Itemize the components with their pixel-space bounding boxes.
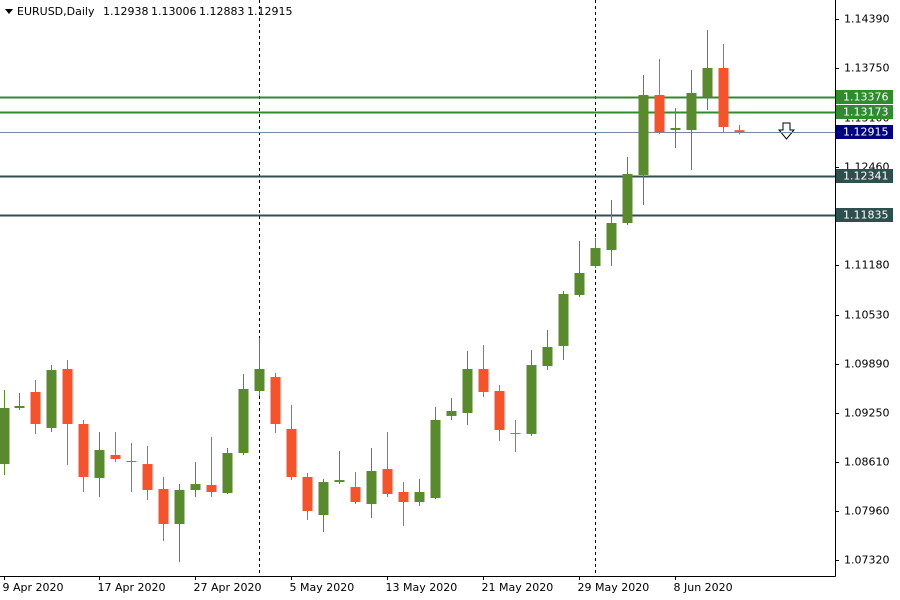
candle-body <box>654 95 665 133</box>
level-label: 1.12341 <box>843 170 889 183</box>
y-tick-label: 1.14390 <box>844 13 890 26</box>
candle-body <box>46 370 57 428</box>
candle-body <box>382 469 393 494</box>
candle-body <box>30 391 41 424</box>
x-tick-label: 27 Apr 2020 <box>194 581 262 594</box>
level-box <box>836 169 893 183</box>
sell-arrow <box>777 122 796 140</box>
level-box <box>836 90 893 104</box>
candle-body <box>254 369 265 391</box>
level-box <box>836 208 893 222</box>
x-tick-label: 8 Jun 2020 <box>674 581 733 594</box>
level-label: 1.13173 <box>843 106 889 119</box>
candle-body <box>78 423 89 477</box>
y-tick-label: 1.07960 <box>844 505 890 518</box>
x-tick-label: 17 Apr 2020 <box>98 581 166 594</box>
candle-body <box>638 95 649 175</box>
last-price-box <box>836 125 893 139</box>
y-tick-label: 1.13750 <box>844 62 890 75</box>
candle-body <box>94 450 105 478</box>
y-tick-label: 1.09890 <box>844 358 890 371</box>
candle-body <box>686 92 697 131</box>
candle-body <box>238 389 249 454</box>
header-close: 1.12915 <box>247 5 293 18</box>
candle-body <box>510 432 521 434</box>
level-label: 1.11835 <box>843 209 889 222</box>
level-box <box>836 105 893 119</box>
level-label: 1.13376 <box>843 91 889 104</box>
candle-body <box>622 173 633 223</box>
y-tick-label: 1.07320 <box>844 554 890 567</box>
candle-body <box>174 490 185 525</box>
candle-body <box>190 484 201 491</box>
header-high: 1.13006 <box>151 5 197 18</box>
candle-body <box>206 485 217 492</box>
x-tick-label: 29 May 2020 <box>578 581 650 594</box>
candle-body <box>286 428 297 477</box>
y-tick-label: 1.09250 <box>844 407 890 420</box>
candle-body <box>0 407 10 465</box>
candle-body <box>318 482 329 516</box>
y-tick-label: 1.08610 <box>844 456 890 469</box>
candle-body <box>142 464 153 491</box>
x-tick-label: 21 May 2020 <box>482 581 554 594</box>
candle-body <box>702 67 713 98</box>
x-tick-label: 5 May 2020 <box>290 581 355 594</box>
candle-body <box>302 476 313 511</box>
y-tick-label: 1.10530 <box>844 309 890 322</box>
candle-body <box>270 377 281 424</box>
x-tick-label: 9 Apr 2020 <box>3 581 64 594</box>
candle-body <box>606 222 617 251</box>
candle-body <box>398 491 409 503</box>
candle-body <box>366 471 377 505</box>
candle-body <box>62 369 73 424</box>
candle-body <box>430 419 441 499</box>
menu-triangle[interactable] <box>5 9 13 14</box>
candle-body <box>126 460 137 463</box>
candle-body <box>158 489 169 525</box>
candle-body <box>542 347 553 367</box>
candle-body <box>670 127 681 131</box>
candle-body <box>350 487 361 503</box>
header-open: 1.12938 <box>103 5 149 18</box>
candle-body <box>478 369 489 392</box>
chart-title: EURUSD,Daily <box>17 5 95 18</box>
y-tick-label: 1.11180 <box>844 259 890 272</box>
candle-body <box>734 130 745 132</box>
candle-body <box>334 480 345 483</box>
x-tick-label: 13 May 2020 <box>386 581 458 594</box>
last-price-label: 1.12915 <box>843 126 889 139</box>
candle-body <box>110 455 121 459</box>
header-low: 1.12883 <box>199 5 245 18</box>
candle-body <box>718 67 729 127</box>
candle-body <box>446 410 457 416</box>
candle-body <box>526 365 537 434</box>
candle-body <box>14 406 25 408</box>
candle-body <box>462 369 473 413</box>
candle-body <box>222 453 233 493</box>
candle-body <box>590 248 601 267</box>
candle-body <box>574 272 585 295</box>
candle-body <box>494 390 505 430</box>
candle-body <box>558 293 569 346</box>
candle-body <box>414 491 425 503</box>
